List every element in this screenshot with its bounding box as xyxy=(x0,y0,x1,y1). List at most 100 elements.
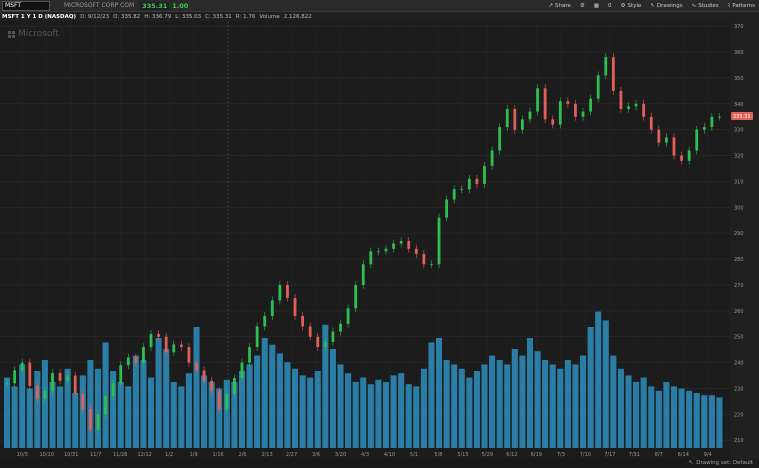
candle-body xyxy=(414,248,418,254)
top-toolbar: MSFT MICROSOFT CORP COM 335.31 1.00 ↗ Sha… xyxy=(0,0,759,12)
volume-bar xyxy=(458,368,465,448)
volume-bar xyxy=(526,338,534,448)
candle-body xyxy=(710,116,714,128)
volume-bar xyxy=(549,364,556,448)
volume-bar xyxy=(170,382,177,448)
candle-body xyxy=(202,370,206,381)
x-tick-label: 7/3 xyxy=(557,452,565,458)
y-tick-label: 250 xyxy=(734,335,744,341)
candle-body xyxy=(73,375,77,394)
x-tick-label: 10/3 xyxy=(17,452,28,458)
candle-body xyxy=(126,357,130,366)
candle-body xyxy=(369,251,373,265)
candle-body xyxy=(551,119,555,125)
y-tick-label: 240 xyxy=(734,361,744,367)
counter-button[interactable]: 0 xyxy=(608,2,612,9)
y-tick-label: 350 xyxy=(734,76,744,82)
share-icon: ↗ xyxy=(548,2,553,9)
candle-body xyxy=(528,111,532,120)
x-tick-label: 1/9 xyxy=(190,452,198,458)
volume-bar xyxy=(663,382,670,448)
candle-body xyxy=(422,253,426,265)
volume-bar xyxy=(57,386,64,448)
volume-bar xyxy=(572,364,579,448)
candle-body xyxy=(589,98,593,112)
volume-bar xyxy=(367,384,374,448)
info-volume-label: Volume xyxy=(259,13,280,20)
candle-body xyxy=(467,178,471,190)
candle-body xyxy=(581,111,585,117)
candle-body xyxy=(20,362,24,371)
symbol-input[interactable]: MSFT xyxy=(2,0,50,11)
patterns-button[interactable]: ⌇ Patterns xyxy=(727,2,755,9)
volume-bar xyxy=(443,360,450,448)
volume-bar xyxy=(201,375,208,448)
volume-bar xyxy=(625,375,632,448)
candle-body xyxy=(43,391,47,399)
x-tick-label: 10/10 xyxy=(40,452,54,458)
volume-bar xyxy=(299,375,306,448)
volume-bar xyxy=(413,386,420,448)
candle-body xyxy=(5,383,9,385)
candle-body xyxy=(536,88,539,112)
x-tick-label: 8/14 xyxy=(678,452,689,458)
drawing-set[interactable]: ↖ Drawing set: Default xyxy=(688,460,753,466)
y-tick-label: 260 xyxy=(734,309,744,315)
volume-bar xyxy=(4,377,11,448)
candle-body xyxy=(437,217,441,265)
candle-body xyxy=(498,127,502,151)
candle-body xyxy=(248,347,251,363)
settings-button[interactable]: ⚙ xyxy=(580,3,585,9)
candle-body xyxy=(460,189,464,191)
candle-body xyxy=(687,150,691,161)
y-tick-label: 210 xyxy=(734,438,744,444)
volume-bar xyxy=(617,368,624,448)
candle-body xyxy=(649,116,653,130)
candle-body xyxy=(566,101,570,104)
candle-body xyxy=(263,316,267,327)
candle-body xyxy=(399,240,403,244)
volume-bar xyxy=(686,390,693,448)
candle-body xyxy=(483,165,486,185)
x-tick-label: 2/13 xyxy=(261,452,272,458)
last-price-label: 335.31 xyxy=(733,114,751,120)
candle-body xyxy=(430,264,433,266)
candle-body xyxy=(179,344,183,348)
y-tick-label: 370 xyxy=(734,24,744,30)
share-button[interactable]: ↗ Share xyxy=(548,2,571,9)
volume-bar xyxy=(64,368,71,448)
y-axis-panel xyxy=(730,21,759,459)
patterns-icon: ⌇ xyxy=(727,2,731,9)
info-volume: 2,126,822 xyxy=(283,13,312,20)
candle-body xyxy=(346,308,350,324)
candle-body xyxy=(240,362,244,379)
style-button[interactable]: ⚙ Style xyxy=(620,2,642,9)
candle-body xyxy=(596,75,600,99)
x-tick-label: 9/4 xyxy=(704,452,712,458)
candle-body xyxy=(233,378,236,394)
calculator-icon: ▦ xyxy=(593,2,600,9)
calc-button[interactable]: ▦ xyxy=(594,3,599,9)
y-tick-label: 300 xyxy=(734,205,744,211)
y-tick-label: 280 xyxy=(734,257,744,263)
candle-body xyxy=(672,137,676,156)
volume-bar xyxy=(693,393,700,448)
volume-bar xyxy=(292,368,299,448)
x-tick-label: 7/31 xyxy=(629,452,640,458)
candle-body xyxy=(13,370,17,384)
candle-body xyxy=(308,326,312,337)
candle-body xyxy=(187,347,191,363)
studies-button[interactable]: ∿ Studies xyxy=(691,2,719,9)
candle-body xyxy=(384,248,388,252)
candle-body xyxy=(445,199,449,218)
candle-body xyxy=(475,178,479,185)
price-chart[interactable]: 210 220 230 240 250 260 270 280 290 300 310 320 330 3… xyxy=(0,21,759,459)
x-tick-label: 6/12 xyxy=(506,452,517,458)
candle-body xyxy=(89,409,92,430)
drawings-button[interactable]: ↖ Drawings xyxy=(650,2,683,9)
volume-bar xyxy=(216,388,223,448)
candle-body xyxy=(278,284,282,301)
volume-bar xyxy=(436,338,443,448)
volume-bar xyxy=(269,344,276,448)
candle-body xyxy=(172,344,176,353)
